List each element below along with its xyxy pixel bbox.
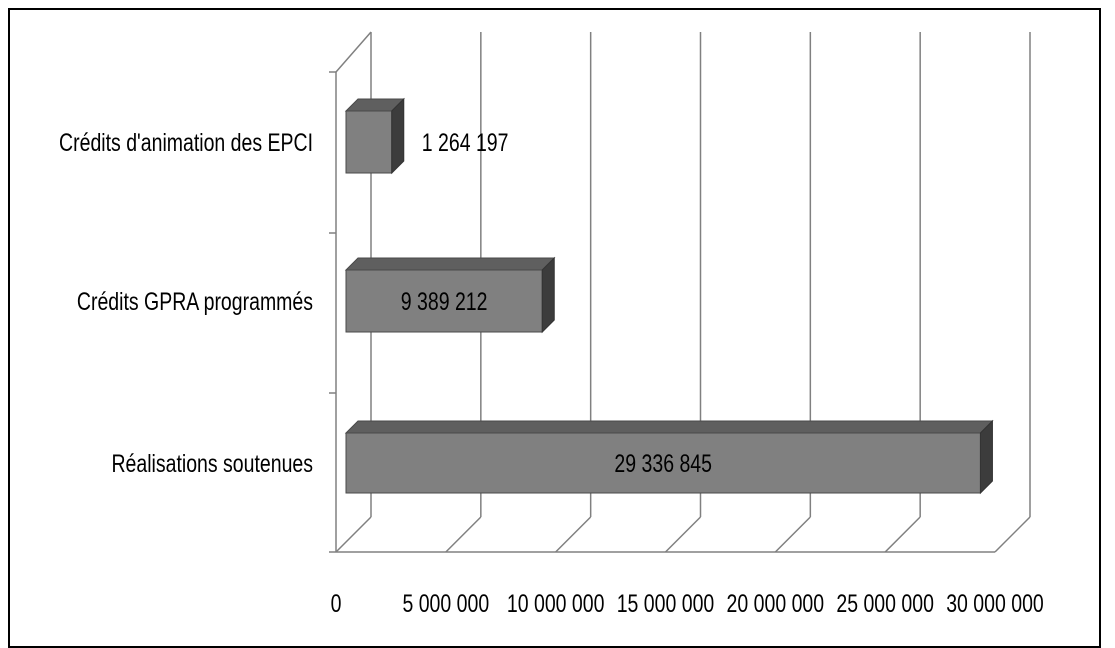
floor-gridline bbox=[994, 516, 1031, 553]
floor-gridline bbox=[664, 516, 702, 553]
data-label: 29 336 845 bbox=[614, 450, 712, 478]
x-tick-label: 25 000 000 bbox=[836, 590, 934, 618]
x-tick-label: 15 000 000 bbox=[617, 590, 715, 618]
bar-top bbox=[344, 257, 556, 271]
category-label: Crédits GPRA programmés bbox=[77, 288, 313, 316]
x-tick-label: 20 000 000 bbox=[727, 590, 825, 618]
x-tick-label: 0 bbox=[331, 590, 342, 618]
category-label: Réalisations soutenues bbox=[111, 450, 313, 478]
bar-side bbox=[979, 419, 993, 495]
floor-gridline bbox=[445, 516, 482, 553]
side-wall-top bbox=[335, 31, 372, 73]
bar bbox=[345, 432, 981, 494]
x-tick-label: 30 000 000 bbox=[946, 590, 1044, 618]
floor-gridline bbox=[884, 516, 921, 553]
x-tick-label: 10 000 000 bbox=[507, 590, 605, 618]
bar-chart: 0 5 000 000 10 000 000 15 000 000 20 000 000… bbox=[59, 31, 1044, 618]
bar bbox=[345, 269, 543, 333]
x-tick-label: 5 000 000 bbox=[402, 590, 489, 618]
bar-side bbox=[541, 256, 555, 334]
data-label: 9 389 212 bbox=[401, 288, 488, 316]
bar-top bbox=[344, 420, 994, 434]
data-label: 1 264 197 bbox=[422, 129, 509, 157]
floor-gridline bbox=[555, 516, 592, 553]
floor-gridline bbox=[774, 516, 811, 553]
category-label: Crédits d'animation des EPCI bbox=[59, 129, 313, 157]
bar bbox=[345, 110, 393, 174]
bar-side bbox=[391, 97, 405, 175]
floor-gridline bbox=[335, 516, 372, 553]
